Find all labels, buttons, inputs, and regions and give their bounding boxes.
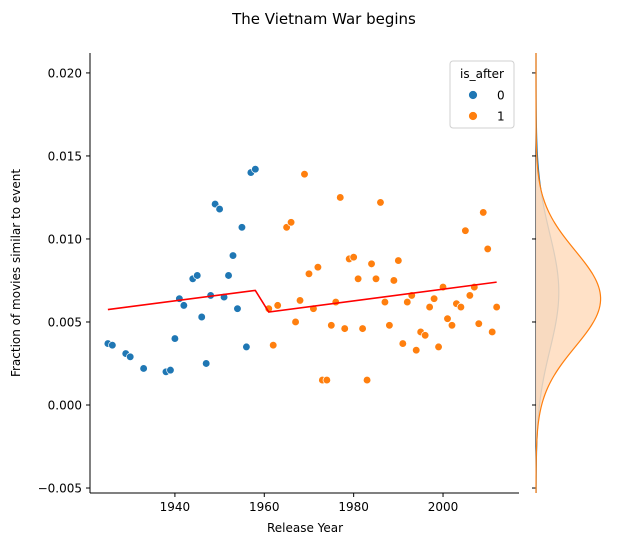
data-point-group-1 — [371, 274, 381, 283]
data-point-group-1 — [474, 319, 483, 328]
data-point-group-1 — [385, 321, 394, 330]
data-point-group-1 — [300, 170, 309, 179]
data-point-group-1 — [492, 302, 501, 312]
data-point-group-1 — [425, 302, 434, 312]
data-point-group-1 — [362, 375, 372, 385]
data-point-group-1 — [295, 296, 305, 305]
data-point-group-0 — [228, 251, 238, 260]
data-point-group-1 — [367, 259, 376, 269]
data-point-group-1 — [465, 291, 474, 300]
marginal-axis — [532, 53, 537, 493]
data-point-group-1 — [456, 302, 466, 312]
scatter-points — [103, 165, 501, 385]
data-point-group-1 — [327, 321, 336, 330]
marginal-density — [535, 52, 602, 494]
data-point-group-1 — [322, 375, 331, 385]
data-point-group-1 — [376, 198, 385, 207]
data-point-group-0 — [193, 271, 202, 280]
regression-lines — [107, 281, 497, 313]
data-point-group-1 — [273, 301, 282, 310]
x-tick-label: 1960 — [249, 500, 280, 514]
data-point-group-1 — [358, 324, 367, 333]
data-point-group-1 — [412, 346, 421, 355]
legend-marker-0 — [468, 90, 478, 100]
legend-marker-1 — [468, 111, 478, 121]
data-point-group-0 — [139, 364, 148, 373]
legend: is_after 0 1 — [449, 60, 515, 129]
data-point-group-1 — [447, 321, 457, 330]
y-tick-label: −0.005 — [38, 482, 82, 496]
data-point-group-1 — [353, 274, 363, 283]
data-point-group-0 — [233, 304, 242, 313]
data-point-group-0 — [108, 341, 117, 350]
data-point-group-1 — [380, 297, 390, 307]
data-point-group-1 — [443, 314, 452, 323]
legend-label-0: 0 — [497, 89, 505, 103]
y-axis-label: Fraction of movies similar to event — [9, 169, 23, 377]
data-point-group-1 — [394, 256, 403, 265]
data-point-group-1 — [313, 263, 323, 272]
data-point-group-1 — [291, 317, 300, 327]
x-tick-label: 1980 — [338, 500, 369, 514]
legend-label-1: 1 — [497, 110, 505, 124]
y-tick-label: 0.015 — [48, 149, 82, 163]
data-point-group-1 — [331, 297, 340, 307]
data-point-group-1 — [488, 327, 497, 337]
data-point-group-1 — [403, 297, 412, 307]
y-tick-label: 0.005 — [48, 315, 82, 329]
data-point-group-0 — [202, 359, 211, 368]
data-point-group-1 — [479, 208, 488, 217]
y-axis: −0.005 0.000 0.005 0.010 0.015 0.020 — [38, 53, 91, 496]
data-point-group-1 — [398, 339, 407, 348]
y-tick-label: 0.020 — [48, 66, 82, 80]
y-tick-label: 0.010 — [48, 232, 82, 246]
data-point-group-1 — [304, 269, 314, 278]
data-point-group-1 — [336, 193, 345, 202]
data-point-group-0 — [170, 334, 180, 343]
data-point-group-0 — [179, 301, 188, 310]
data-point-group-0 — [237, 223, 247, 232]
data-point-group-0 — [197, 312, 206, 322]
regression-line — [107, 281, 497, 313]
data-point-group-1 — [434, 342, 443, 352]
legend-title: is_after — [460, 67, 504, 81]
data-point-group-0 — [224, 271, 233, 280]
data-point-group-1 — [389, 276, 399, 285]
data-point-group-1 — [461, 226, 470, 235]
legend-frame — [449, 60, 515, 129]
data-point-group-1 — [421, 331, 430, 340]
y-tick-label: 0.000 — [48, 399, 82, 413]
data-point-group-0 — [215, 204, 224, 214]
x-axis-label: Release Year — [267, 521, 343, 535]
data-point-group-1 — [286, 218, 296, 227]
data-point-group-1 — [483, 244, 492, 254]
x-tick-label: 2000 — [428, 500, 459, 514]
data-point-group-0 — [126, 352, 135, 361]
x-tick-label: 1940 — [160, 500, 191, 514]
data-point-group-1 — [269, 341, 278, 350]
chart-title: The Vietnam War begins — [231, 10, 416, 28]
x-axis: 1940 1960 1980 2000 — [90, 492, 519, 514]
data-point-group-0 — [251, 165, 260, 174]
kde-fill-1 — [536, 53, 601, 493]
data-point-group-1 — [429, 294, 439, 303]
data-point-group-1 — [349, 253, 358, 262]
kde-curve-1 — [535, 53, 602, 493]
data-point-group-0 — [242, 342, 251, 352]
data-point-group-0 — [166, 365, 175, 375]
data-point-group-1 — [340, 324, 349, 333]
